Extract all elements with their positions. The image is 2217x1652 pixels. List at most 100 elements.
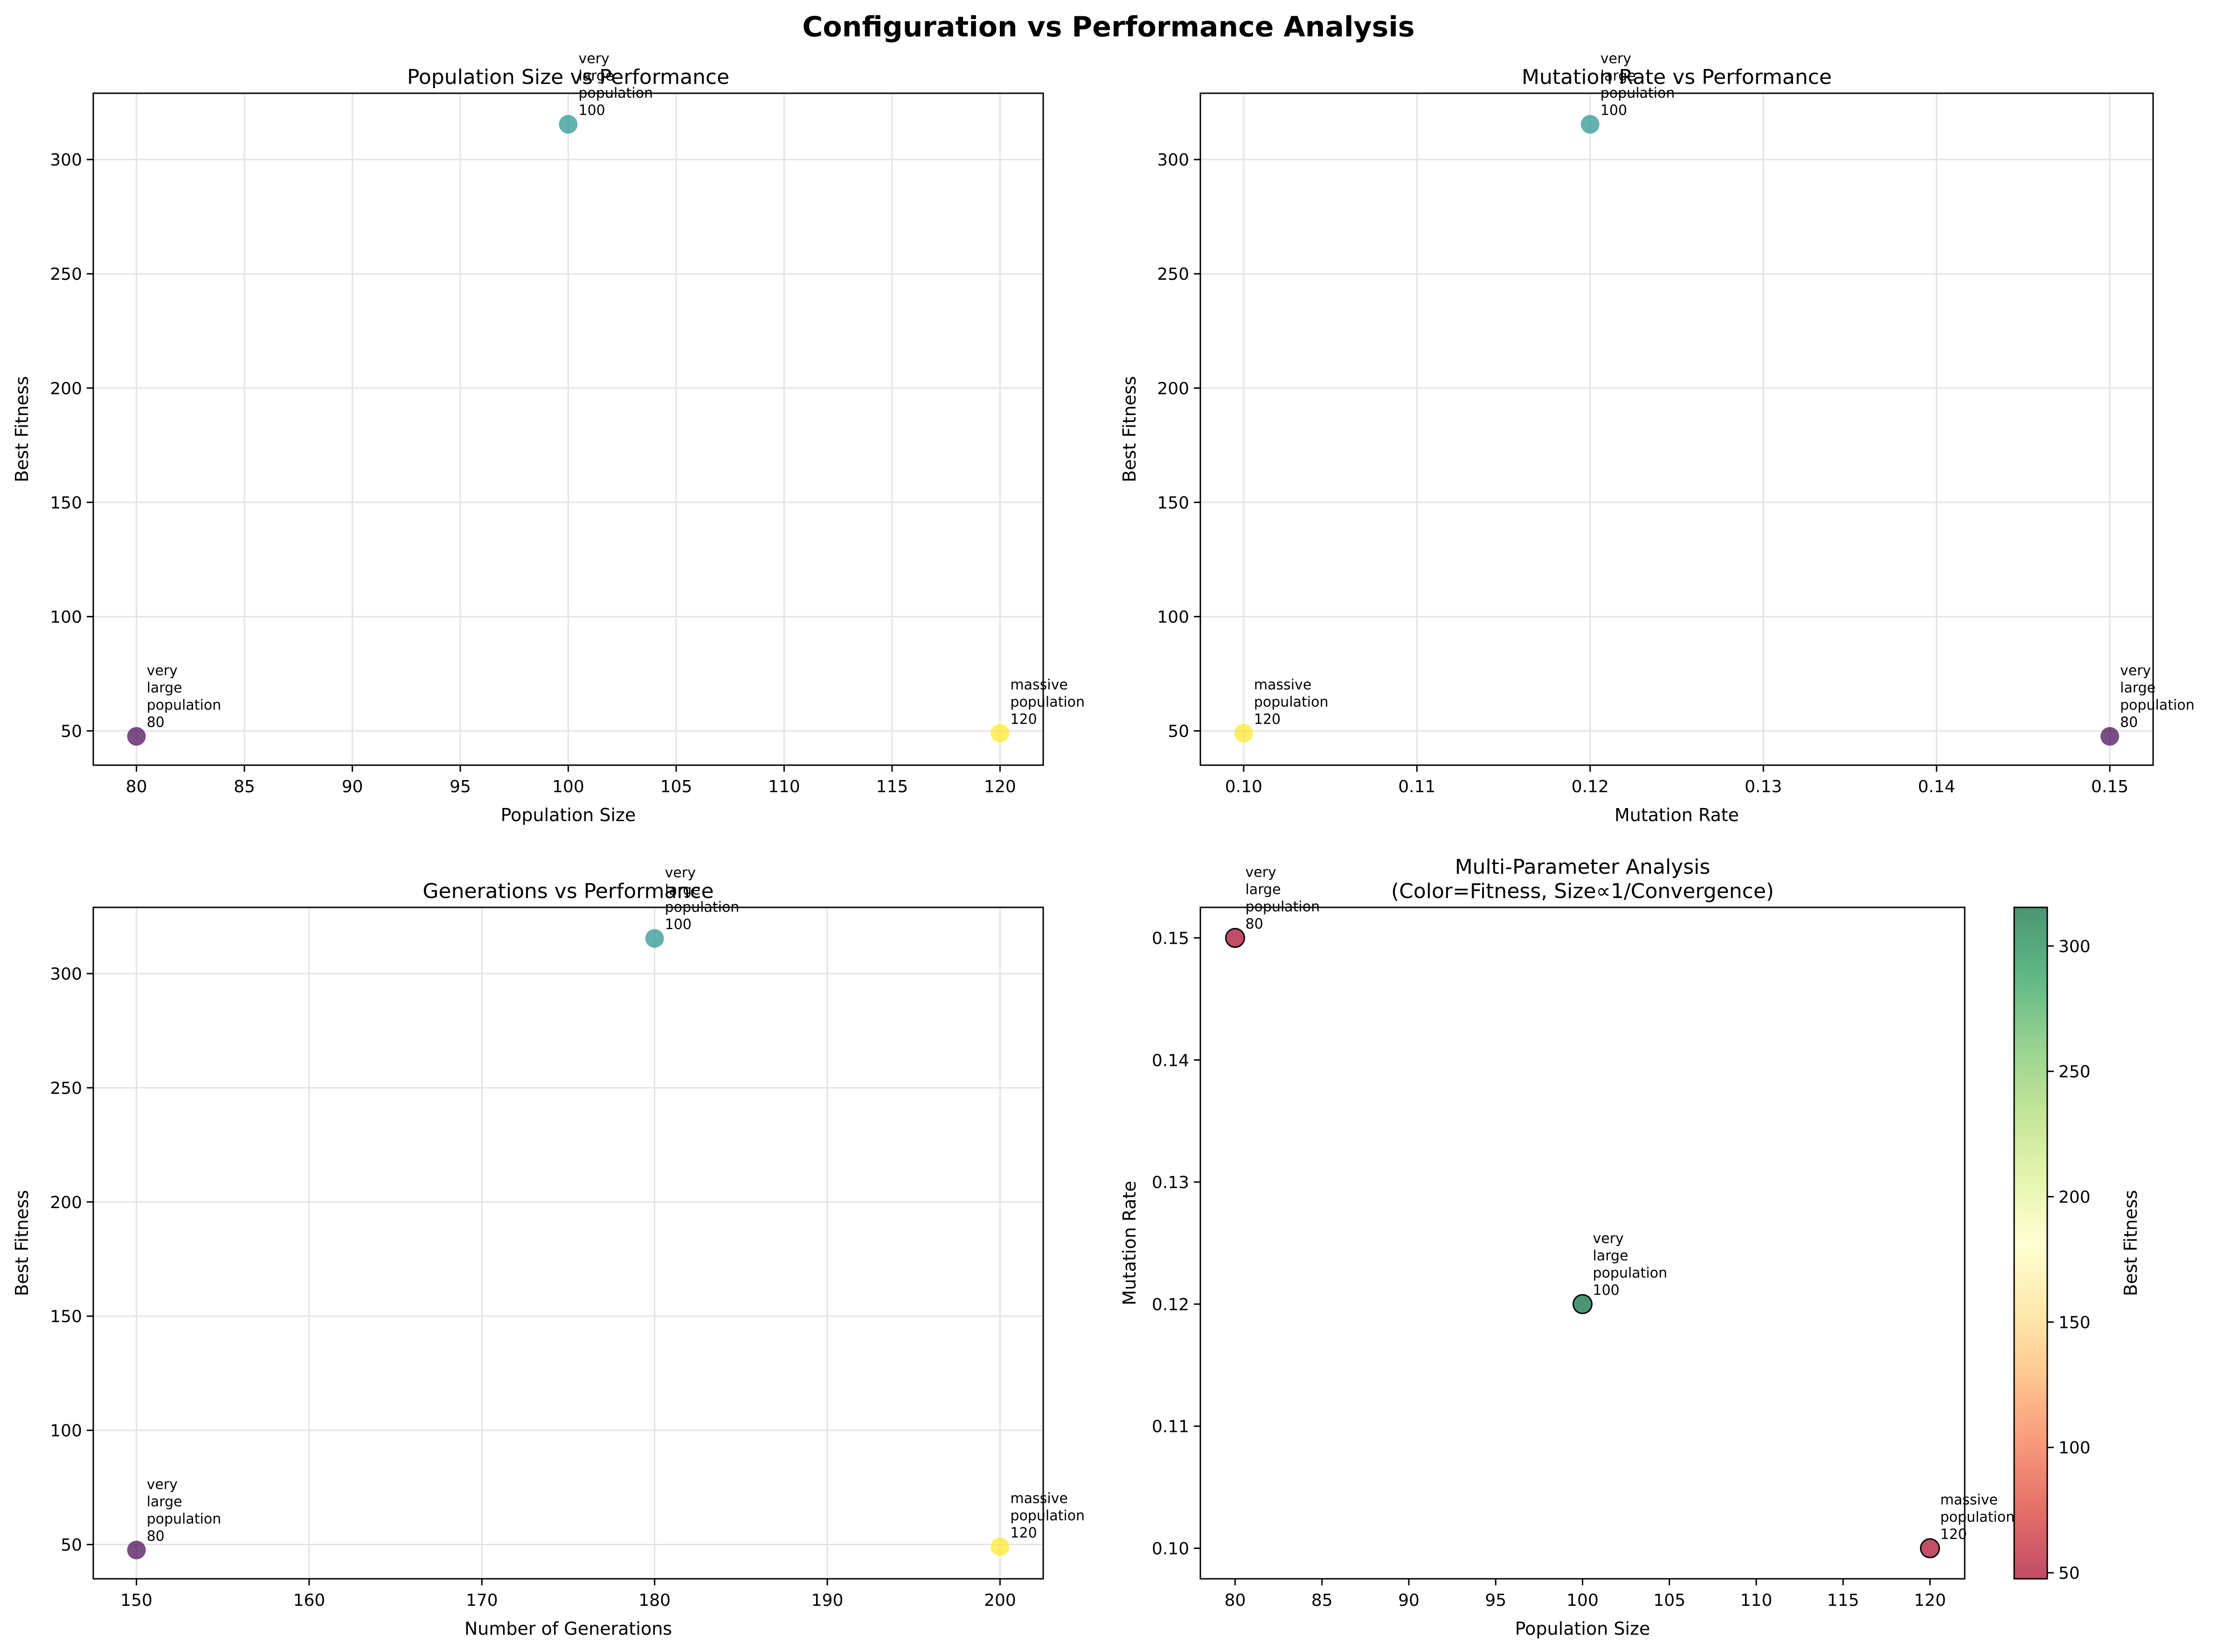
x-tick-label: 0.15 bbox=[2091, 777, 2128, 796]
point-annotation: 80 bbox=[147, 714, 165, 731]
x-tick-label: 120 bbox=[1914, 1591, 1946, 1610]
point-annotation: very bbox=[1600, 51, 1631, 67]
point-annotation: population bbox=[1600, 85, 1675, 102]
colorbar-frame bbox=[2013, 906, 2048, 1580]
data-point bbox=[991, 724, 1010, 743]
y-tick-label: 250 bbox=[1157, 265, 1189, 284]
y-tick-label: 0.11 bbox=[1152, 1417, 1189, 1437]
point-annotation: large bbox=[1246, 881, 1281, 898]
x-tick-label: 115 bbox=[1827, 1591, 1859, 1610]
point-annotation: massive bbox=[1254, 677, 1311, 693]
y-tick-label: 0.12 bbox=[1152, 1295, 1189, 1314]
x-tick-label: 95 bbox=[450, 777, 471, 796]
x-axis-label: Population Size bbox=[1515, 1618, 1650, 1639]
x-tick-label: 0.11 bbox=[1398, 777, 1435, 796]
subplot-title: (Color=Fitness, Size∝1/Convergence) bbox=[1391, 879, 1774, 903]
x-axis-label: Mutation Rate bbox=[1614, 805, 1739, 825]
x-tick-label: 90 bbox=[1398, 1591, 1420, 1610]
point-annotation: very bbox=[147, 663, 178, 679]
colorbar-tick-label: 300 bbox=[2058, 937, 2091, 956]
y-tick-label: 200 bbox=[1157, 379, 1189, 398]
point-annotation: population bbox=[665, 899, 740, 916]
data-point bbox=[127, 1541, 146, 1560]
y-axis-label: Mutation Rate bbox=[1119, 1181, 1140, 1305]
y-axis-label: Best Fitness bbox=[1119, 376, 1140, 483]
point-annotation: population bbox=[1010, 1507, 1085, 1524]
data-point bbox=[2100, 727, 2120, 746]
subplot-title: Population Size vs Performance bbox=[407, 65, 729, 89]
data-point bbox=[991, 1537, 1010, 1556]
subplot-3: 150 160 170 180 190 200 50 100 150 200 250 300 Numbe… bbox=[12, 865, 1085, 1639]
axes-frame bbox=[1199, 92, 2154, 766]
axes-frame bbox=[92, 906, 1044, 1580]
x-tick-label: 100 bbox=[1566, 1591, 1599, 1610]
data-point bbox=[1920, 1538, 1940, 1559]
figure-title: Configuration vs Performance Analysis bbox=[802, 11, 1414, 43]
x-tick-label: 200 bbox=[984, 1591, 1016, 1610]
x-tick-label: 115 bbox=[876, 777, 908, 796]
point-annotation: very bbox=[147, 1476, 178, 1493]
point-annotation: 120 bbox=[1010, 1525, 1037, 1541]
y-tick-label: 100 bbox=[50, 608, 82, 627]
y-tick-label: 100 bbox=[1157, 608, 1189, 627]
point-annotation: 100 bbox=[579, 103, 605, 119]
x-tick-label: 110 bbox=[768, 777, 800, 796]
point-annotation: large bbox=[147, 680, 182, 696]
point-annotation: 80 bbox=[1246, 916, 1263, 932]
y-tick-label: 250 bbox=[50, 265, 82, 284]
colorbar-tick-label: 150 bbox=[2058, 1313, 2091, 1332]
y-tick-label: 0.14 bbox=[1152, 1051, 1189, 1070]
x-axis-label: Population Size bbox=[501, 805, 636, 825]
point-annotation: massive bbox=[1940, 1492, 1998, 1508]
x-tick-label: 170 bbox=[466, 1591, 498, 1610]
point-annotation: population bbox=[1010, 694, 1085, 710]
point-annotation: 100 bbox=[1600, 103, 1627, 119]
axes-frame bbox=[92, 92, 1044, 766]
y-tick-label: 200 bbox=[50, 379, 82, 398]
point-annotation: very bbox=[665, 865, 696, 881]
subplot-title: Generations vs Performance bbox=[423, 879, 714, 903]
x-tick-label: 0.10 bbox=[1225, 777, 1262, 796]
point-annotation: population bbox=[1940, 1509, 2015, 1526]
x-tick-label: 85 bbox=[234, 777, 255, 796]
point-annotation: 80 bbox=[2120, 714, 2138, 731]
y-axis-label: Best Fitness bbox=[12, 376, 32, 483]
y-tick-label: 250 bbox=[50, 1079, 82, 1098]
point-annotation: population bbox=[1593, 1265, 1668, 1281]
point-annotation: 80 bbox=[147, 1528, 165, 1544]
point-annotation: very bbox=[1246, 864, 1276, 880]
colorbar: 50 100 150 200 250 300 Best Fitness bbox=[2013, 906, 2141, 1583]
x-tick-label: 0.12 bbox=[1572, 777, 1609, 796]
x-tick-label: 95 bbox=[1485, 1591, 1506, 1610]
point-annotation: very bbox=[1593, 1230, 1624, 1247]
point-annotation: population bbox=[579, 85, 653, 102]
subplot-1: 80 85 90 95 100 105 110 115 120 50 100 150 200 250 300… bbox=[12, 51, 1085, 825]
point-annotation: 120 bbox=[1010, 711, 1037, 727]
colorbar-tick-label: 200 bbox=[2058, 1188, 2091, 1207]
data-point bbox=[1573, 1294, 1593, 1314]
data-point bbox=[1580, 115, 1600, 134]
point-annotation: massive bbox=[1010, 1490, 1067, 1507]
x-tick-label: 180 bbox=[638, 1591, 671, 1610]
x-tick-label: 160 bbox=[293, 1591, 326, 1610]
point-annotation: large bbox=[665, 882, 700, 899]
y-tick-label: 50 bbox=[61, 1536, 82, 1555]
y-tick-label: 0.10 bbox=[1152, 1540, 1189, 1559]
y-tick-label: 150 bbox=[50, 493, 82, 512]
colorbar-tick-label: 100 bbox=[2058, 1438, 2091, 1458]
x-tick-label: 105 bbox=[660, 777, 693, 796]
y-tick-label: 200 bbox=[50, 1193, 82, 1212]
point-annotation: large bbox=[1600, 68, 1636, 84]
point-annotation: population bbox=[1246, 899, 1320, 915]
point-annotation: large bbox=[2120, 680, 2155, 696]
x-axis-label: Number of Generations bbox=[464, 1618, 672, 1639]
y-axis-label: Best Fitness bbox=[12, 1190, 32, 1296]
x-tick-label: 105 bbox=[1653, 1591, 1685, 1610]
x-tick-label: 90 bbox=[342, 777, 363, 796]
y-tick-label: 50 bbox=[1168, 722, 1189, 741]
point-annotation: very bbox=[2120, 663, 2151, 679]
data-point bbox=[559, 115, 578, 134]
y-tick-label: 150 bbox=[1157, 493, 1189, 512]
point-annotation: large bbox=[1593, 1248, 1628, 1264]
